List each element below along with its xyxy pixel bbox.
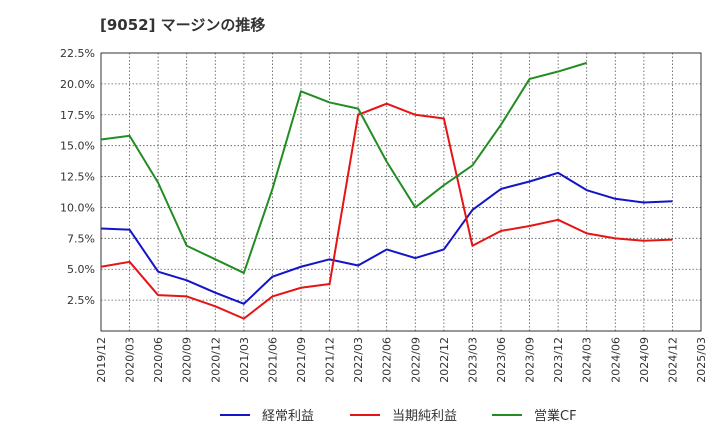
x-tick-label: 2021/12 bbox=[324, 337, 337, 383]
series-lines bbox=[100, 61, 673, 320]
y-tick-label: 15.0% bbox=[60, 140, 95, 153]
x-tick-label: 2024/12 bbox=[666, 337, 679, 383]
y-axis-ticks: 2.5% 5.0% 7.5% 10.0% 12.5% 15.0% 17.5% 20.0% 22.… bbox=[60, 47, 95, 307]
x-tick-label: 2022/06 bbox=[381, 337, 394, 383]
x-tick-label: 2024/09 bbox=[638, 337, 651, 383]
series-line-2 bbox=[100, 102, 673, 320]
y-tick-label: 5.0% bbox=[67, 263, 95, 276]
x-tick-label: 2022/12 bbox=[438, 337, 451, 383]
x-tick-label: 2019/12 bbox=[95, 337, 108, 383]
legend-label: 営業CF bbox=[534, 408, 577, 424]
y-tick-label: 20.0% bbox=[60, 78, 95, 91]
y-tick-label: 12.5% bbox=[60, 171, 95, 184]
series-line-3 bbox=[100, 61, 587, 274]
x-tick-label: 2024/06 bbox=[609, 337, 622, 383]
x-tick-label: 2021/06 bbox=[266, 337, 279, 383]
x-tick-label: 2020/09 bbox=[181, 337, 194, 383]
x-tick-label: 2020/03 bbox=[124, 337, 137, 383]
y-tick-label: 22.5% bbox=[60, 47, 95, 60]
x-tick-label: 2020/06 bbox=[152, 337, 165, 383]
x-tick-label: 2021/09 bbox=[295, 337, 308, 383]
chart-title: [9052] マージンの推移 bbox=[100, 16, 265, 34]
plot-area bbox=[101, 53, 701, 331]
x-tick-label: 2023/03 bbox=[466, 337, 479, 383]
x-tick-label: 2022/09 bbox=[409, 337, 422, 383]
x-tick-label: 2023/06 bbox=[495, 337, 508, 383]
legend-label: 経常利益 bbox=[262, 409, 314, 424]
x-tick-label: 2025/03 bbox=[695, 337, 708, 383]
x-tick-label: 2020/12 bbox=[209, 337, 222, 383]
x-tick-label: 2023/12 bbox=[552, 337, 565, 383]
y-tick-label: 17.5% bbox=[60, 109, 95, 122]
x-tick-label: 2021/03 bbox=[238, 337, 251, 383]
x-axis-ticks: 2019/12 2020/03 2020/06 2020/09 2020/12 2021/… bbox=[95, 337, 708, 383]
x-tick-label: 2022/03 bbox=[352, 337, 365, 383]
x-tick-label: 2024/03 bbox=[581, 337, 594, 383]
series-line-1 bbox=[100, 171, 673, 305]
legend-label: 当期純利益 bbox=[392, 409, 457, 424]
legend: 経常利益 当期純利益 営業CF bbox=[220, 408, 577, 424]
x-tick-label: 2023/09 bbox=[524, 337, 537, 383]
y-tick-label: 10.0% bbox=[60, 201, 95, 214]
y-tick-label: 2.5% bbox=[67, 294, 95, 307]
y-tick-label: 7.5% bbox=[67, 232, 95, 245]
plot-frame bbox=[100, 52, 702, 332]
